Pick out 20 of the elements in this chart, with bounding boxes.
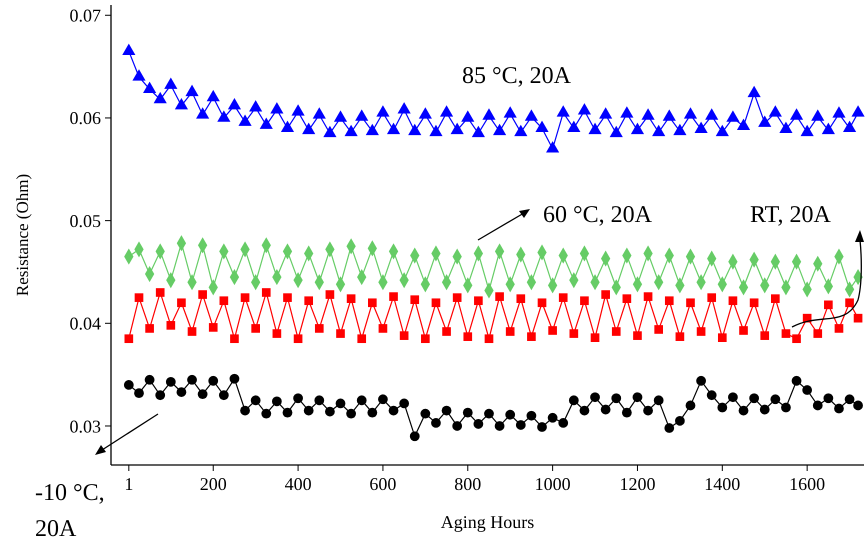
x-tick-label: 200 [200, 474, 227, 494]
y-tick-label: 0.06 [70, 108, 101, 128]
x-axis-title: Aging Hours [440, 512, 534, 532]
x-tick-label: 1 [124, 474, 134, 494]
y-tick-label: 0.04 [70, 314, 101, 334]
x-tick-label: 800 [454, 474, 482, 494]
x-tick-label: 1600 [789, 474, 826, 494]
annotation: 85 °C, 20A [462, 63, 572, 89]
y-tick-label: 0.03 [70, 416, 101, 436]
y-axis-title: Resistance (Ohm) [13, 174, 32, 296]
y-tick-label: 0.07 [70, 6, 101, 26]
y-tick-label: 0.05 [70, 210, 101, 231]
text: -10 °C, 20A [35, 480, 105, 542]
x-tick-label: 1000 [534, 474, 571, 494]
x-tick-label: 600 [369, 474, 396, 494]
annotation: RT, 20A [750, 202, 832, 228]
annotation: 60 °C, 20A [543, 202, 653, 228]
x-tick-label: 1400 [704, 474, 740, 494]
x-tick-label: 400 [284, 474, 312, 494]
x-tick-label: 1200 [619, 474, 656, 494]
